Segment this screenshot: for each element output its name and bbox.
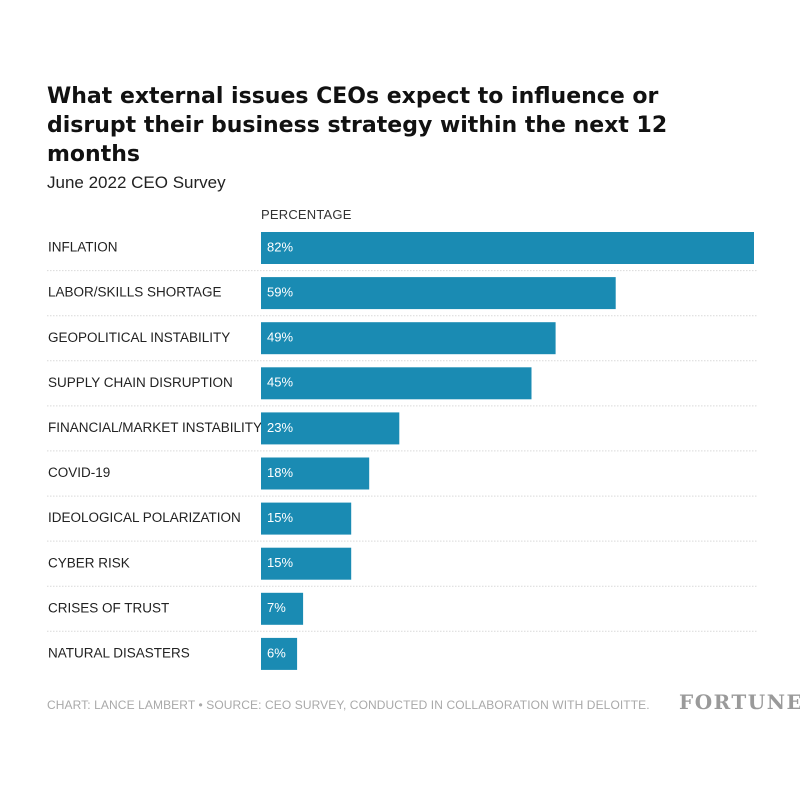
fortune-logo: FORTUNE <box>679 690 800 714</box>
bar <box>261 457 370 490</box>
bar-value-label: 7% <box>267 600 286 615</box>
bar-value-label: 59% <box>267 285 293 300</box>
bar <box>261 412 400 445</box>
value-axis-header: PERCENTAGE <box>261 207 352 222</box>
category-label: IDEOLOGICAL POLARIZATION <box>48 510 241 525</box>
bar <box>261 502 352 535</box>
category-label: NATURAL DISASTERS <box>48 645 190 660</box>
category-label: CYBER RISK <box>48 555 130 570</box>
bar-value-label: 82% <box>267 239 293 254</box>
bar <box>261 277 616 310</box>
bar-value-label: 15% <box>267 555 293 570</box>
bar <box>261 592 304 625</box>
bar-value-label: 18% <box>267 465 293 480</box>
bar-value-label: 6% <box>267 645 286 660</box>
category-label: SUPPLY CHAIN DISRUPTION <box>48 375 233 390</box>
category-label: LABOR/SKILLS SHORTAGE <box>48 285 222 300</box>
category-label: FINANCIAL/MARKET INSTABILITY <box>48 420 262 435</box>
bar <box>261 322 556 355</box>
bar <box>261 637 298 670</box>
chart-subtitle: June 2022 CEO Survey <box>47 173 226 192</box>
chart-title: What external issues CEOs expect to infl… <box>47 84 668 167</box>
category-label: CRISES OF TRUST <box>48 600 169 615</box>
bar-value-label: 15% <box>267 510 293 525</box>
bar <box>261 547 352 580</box>
bar <box>261 232 754 264</box>
source-credit: CHART: LANCE LAMBERT • SOURCE: CEO SURVE… <box>47 698 650 712</box>
category-label: INFLATION <box>48 240 118 255</box>
bar-value-label: 45% <box>267 375 293 390</box>
bar <box>261 367 532 400</box>
category-label: GEOPOLITICAL INSTABILITY <box>48 330 230 345</box>
category-label: COVID-19 <box>48 465 110 480</box>
bar-value-label: 23% <box>267 420 293 435</box>
bar-value-label: 49% <box>267 330 293 345</box>
